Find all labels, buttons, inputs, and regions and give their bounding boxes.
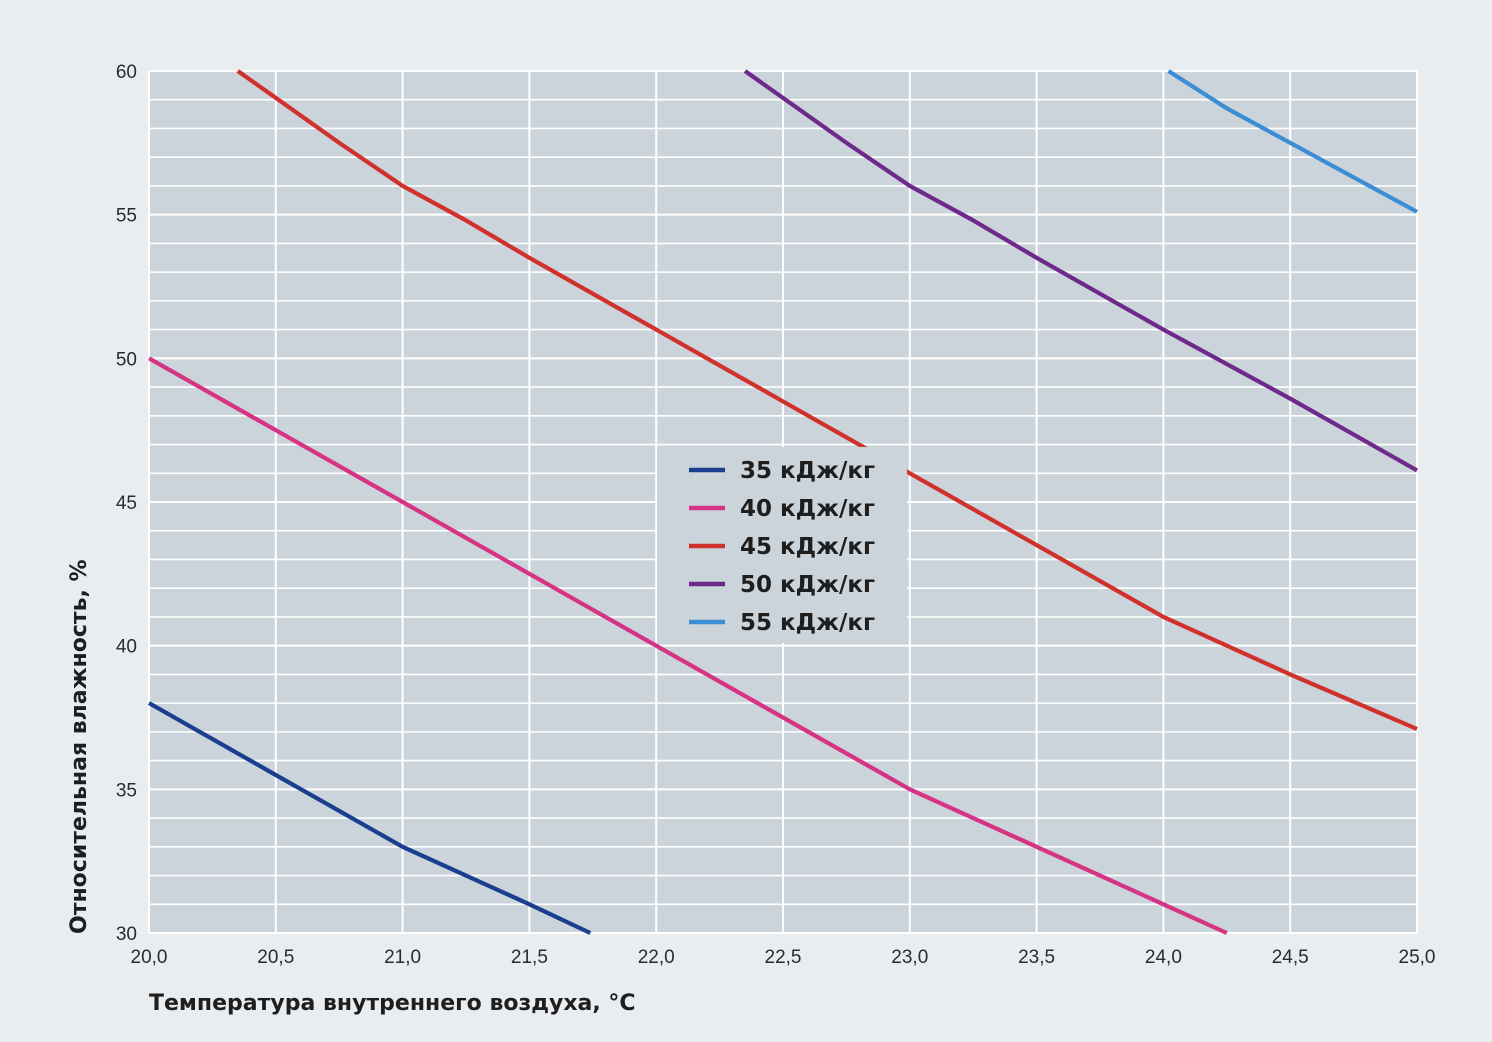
legend-label-2: 40 кДж/кг bbox=[740, 496, 875, 522]
y-tick-label: 55 bbox=[116, 206, 137, 227]
x-tick-label: 21,5 bbox=[511, 947, 548, 968]
series-line-2 bbox=[147, 356, 1228, 935]
y-tick-label: 45 bbox=[116, 493, 137, 514]
x-tick-label: 23,0 bbox=[891, 947, 928, 968]
series-line-4 bbox=[743, 69, 1419, 473]
x-tick-label: 24,0 bbox=[1145, 947, 1182, 968]
y-axis-label: Относительная влажность, % bbox=[67, 559, 92, 934]
x-axis-label: Температура внутреннего воздуха, °C bbox=[149, 991, 636, 1016]
y-axis-ticks: 30 35 40 45 50 55 60 bbox=[116, 62, 137, 945]
y-tick-label: 30 bbox=[116, 924, 137, 945]
x-tick-label: 24,5 bbox=[1272, 947, 1309, 968]
y-tick-label: 50 bbox=[116, 349, 137, 370]
x-tick-label: 25,0 bbox=[1399, 947, 1436, 968]
y-tick-label: 60 bbox=[116, 62, 137, 83]
x-tick-label: 20,0 bbox=[131, 947, 168, 968]
series-lines bbox=[147, 69, 1419, 935]
series-line-1 bbox=[147, 701, 592, 935]
legend-label-3: 45 кДж/кг bbox=[740, 534, 875, 560]
series-line-5 bbox=[1167, 69, 1419, 214]
grid bbox=[148, 70, 1418, 934]
series-line-3 bbox=[236, 69, 1418, 731]
x-tick-label: 22,0 bbox=[638, 947, 675, 968]
y-tick-label: 35 bbox=[116, 780, 137, 801]
legend-label-1: 35 кДж/кг bbox=[740, 458, 875, 484]
legend: 35 кДж/кг 40 кДж/кг 45 кДж/кг 50 кДж/кг 55 к… bbox=[657, 447, 907, 643]
x-axis-ticks: 20,0 20,5 21,0 21,5 22,0 22,5 23,0 23,5 24,0 24,5… bbox=[131, 947, 1436, 968]
x-tick-label: 22,5 bbox=[765, 947, 802, 968]
legend-label-5: 55 кДж/кг bbox=[740, 610, 875, 636]
y-tick-label: 40 bbox=[116, 637, 137, 658]
legend-label-4: 50 кДж/кг bbox=[740, 572, 875, 598]
x-tick-label: 21,0 bbox=[384, 947, 421, 968]
x-tick-label: 20,5 bbox=[257, 947, 294, 968]
x-tick-label: 23,5 bbox=[1018, 947, 1055, 968]
